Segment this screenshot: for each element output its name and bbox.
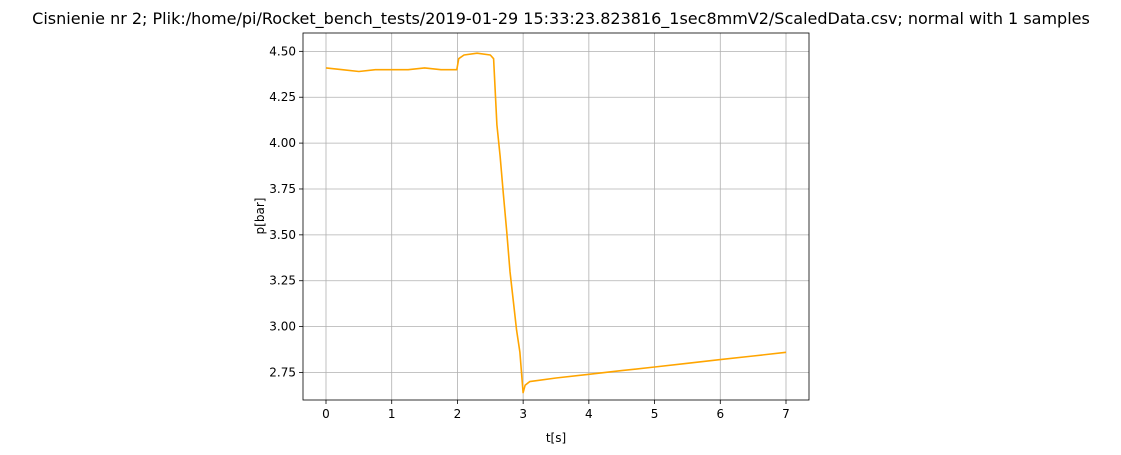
y-tick-label: 3.75	[269, 182, 296, 196]
grid	[303, 33, 809, 400]
y-tick-label: 3.00	[269, 320, 296, 334]
y-tick-label: 3.50	[269, 228, 296, 242]
y-tick-label: 2.75	[269, 365, 296, 379]
x-tick-label: 3	[519, 407, 527, 421]
y-ticks: 2.75 3.00 3.25 3.50 3.75 4.00 4.25 4.50	[269, 44, 303, 379]
x-tick-label: 1	[388, 407, 396, 421]
chart-title: Cisnienie nr 2; Plik:/home/pi/Rocket_ben…	[32, 9, 1090, 29]
x-tick-label: 0	[322, 407, 330, 421]
x-tick-label: 2	[454, 407, 462, 421]
y-axis-label: p[bar]	[253, 198, 267, 235]
y-tick-label: 4.00	[269, 136, 296, 150]
series-line	[325, 52, 787, 394]
x-tick-label: 4	[585, 407, 593, 421]
series-line-path	[325, 52, 787, 394]
x-tick-label: 5	[651, 407, 659, 421]
plot-frame	[302, 32, 810, 401]
y-tick-label: 4.25	[269, 90, 296, 104]
y-tick-label: 4.50	[269, 44, 296, 58]
x-axis-label: t[s]	[546, 431, 566, 445]
x-ticks: 0 1 2 3 4 5 6 7	[322, 400, 790, 421]
x-tick-label: 6	[716, 407, 724, 421]
x-tick-label: 7	[782, 407, 790, 421]
y-tick-label: 3.25	[269, 274, 296, 288]
